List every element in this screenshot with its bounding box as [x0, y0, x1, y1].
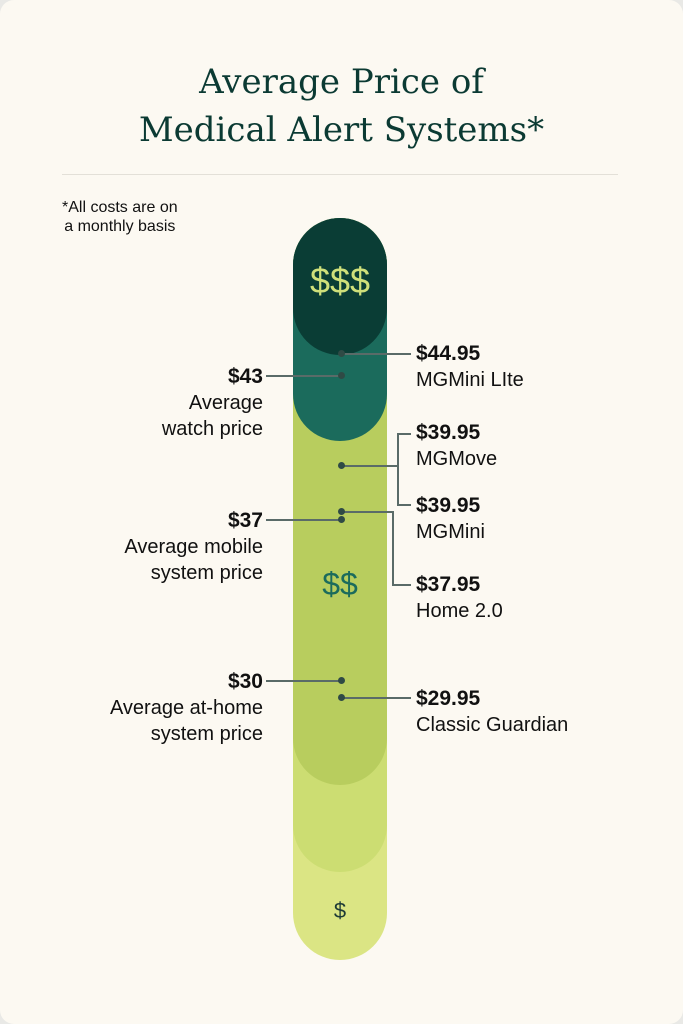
tier-high-symbol: $$$ — [309, 260, 371, 301]
avg-price: $30 — [227, 670, 263, 693]
avg-label: watch price — [161, 418, 263, 440]
product-price: $39.95 — [416, 494, 481, 517]
product-label: $44.95 MGMini LIte — [416, 341, 524, 393]
data-point — [338, 372, 345, 379]
connector-home2-vertical — [392, 511, 394, 585]
avg-label: Average at-home — [109, 697, 263, 719]
product-price: $29.95 — [416, 687, 481, 710]
avg-label: Average — [188, 392, 263, 414]
connector-mgmove — [341, 465, 397, 467]
product-price: $39.95 — [416, 421, 481, 444]
product-label: $37.95 Home 2.0 — [416, 572, 503, 624]
data-point — [338, 350, 345, 357]
avg-mobile-label: $37 Average mobile system price — [124, 508, 263, 586]
divider — [62, 174, 618, 175]
avg-label: system price — [150, 562, 263, 584]
product-label: $39.95 MGMini — [416, 493, 485, 545]
connector-avg-home — [266, 680, 341, 682]
avg-label: system price — [150, 723, 263, 745]
product-name: MGMove — [416, 448, 498, 470]
tier-dark — [293, 218, 387, 355]
data-point — [338, 462, 345, 469]
connector-avg-watch — [266, 375, 341, 377]
tier-mid-symbol: $$ — [322, 566, 358, 602]
product-price: $37.95 — [416, 573, 481, 596]
title-line-2: Medical Alert Systems* — [138, 110, 545, 150]
footnote: *All costs are on a monthly basis — [62, 198, 178, 236]
connector-avg-mobile — [266, 519, 341, 521]
avg-watch-label: $43 Average watch price — [162, 364, 263, 442]
bracket-top — [397, 433, 411, 435]
product-name: Home 2.0 — [416, 600, 503, 622]
product-name: MGMini — [416, 521, 485, 543]
footnote-line-2: a monthly basis — [64, 218, 176, 235]
product-label: $29.95 Classic Guardian — [416, 686, 568, 738]
title-line-1: Average Price of — [199, 62, 484, 102]
product-name: Classic Guardian — [416, 714, 569, 736]
product-label: $39.95 MGMove — [416, 420, 497, 472]
connector-home2-end — [392, 584, 411, 586]
product-price: $44.95 — [416, 342, 481, 365]
connector-classic — [341, 697, 411, 699]
avg-label: Average mobile — [124, 536, 263, 558]
data-point — [338, 516, 345, 523]
avg-home-label: $30 Average at-home system price — [110, 669, 263, 747]
product-name: MGMini LIte — [416, 369, 524, 391]
avg-price: $37 — [227, 509, 263, 532]
data-point — [338, 677, 345, 684]
chart-title: Average Price of Medical Alert Systems* — [0, 58, 683, 154]
connector-home2 — [341, 511, 393, 513]
tier-low-symbol: $ — [333, 898, 347, 923]
data-point — [338, 694, 345, 701]
data-point — [338, 508, 345, 515]
avg-price: $43 — [227, 365, 263, 388]
connector-mgmini-lite — [341, 353, 411, 355]
bracket-mgmove — [397, 433, 399, 505]
footnote-line-1: *All costs are on — [62, 199, 178, 216]
bracket-bottom — [397, 504, 411, 506]
